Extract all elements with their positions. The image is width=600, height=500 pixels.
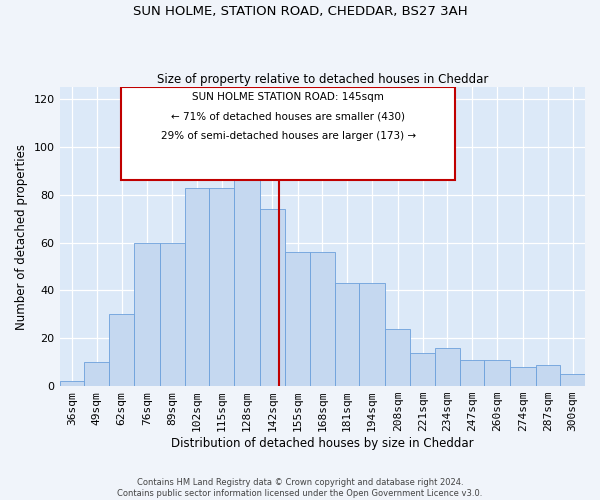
Bar (185, 188, 209, 386)
FancyBboxPatch shape (121, 87, 455, 180)
Text: ← 71% of detached houses are smaller (430): ← 71% of detached houses are smaller (43… (171, 111, 405, 121)
Bar (260, 209, 285, 386)
Bar (560, 374, 585, 386)
Text: 29% of semi-detached houses are larger (173) →: 29% of semi-detached houses are larger (… (161, 130, 416, 140)
Bar (209, 188, 234, 386)
Bar (510, 367, 536, 386)
Bar (385, 328, 410, 386)
Text: SUN HOLME STATION ROAD: 145sqm: SUN HOLME STATION ROAD: 145sqm (192, 92, 384, 102)
Bar (359, 284, 385, 386)
Bar (160, 242, 185, 386)
Bar (59, 382, 84, 386)
Bar (435, 348, 460, 386)
Y-axis label: Number of detached properties: Number of detached properties (15, 144, 28, 330)
Text: SUN HOLME, STATION ROAD, CHEDDAR, BS27 3AH: SUN HOLME, STATION ROAD, CHEDDAR, BS27 3… (133, 5, 467, 18)
Bar (234, 152, 260, 386)
Text: Contains HM Land Registry data © Crown copyright and database right 2024.
Contai: Contains HM Land Registry data © Crown c… (118, 478, 482, 498)
Bar (134, 242, 160, 386)
Title: Size of property relative to detached houses in Cheddar: Size of property relative to detached ho… (157, 73, 488, 86)
Bar (285, 252, 310, 386)
Bar (410, 352, 435, 386)
Bar (460, 360, 484, 386)
Bar (536, 364, 560, 386)
Bar (335, 284, 359, 386)
Bar (109, 314, 134, 386)
Bar (310, 252, 335, 386)
Bar (484, 360, 510, 386)
X-axis label: Distribution of detached houses by size in Cheddar: Distribution of detached houses by size … (171, 437, 473, 450)
Bar (84, 362, 109, 386)
